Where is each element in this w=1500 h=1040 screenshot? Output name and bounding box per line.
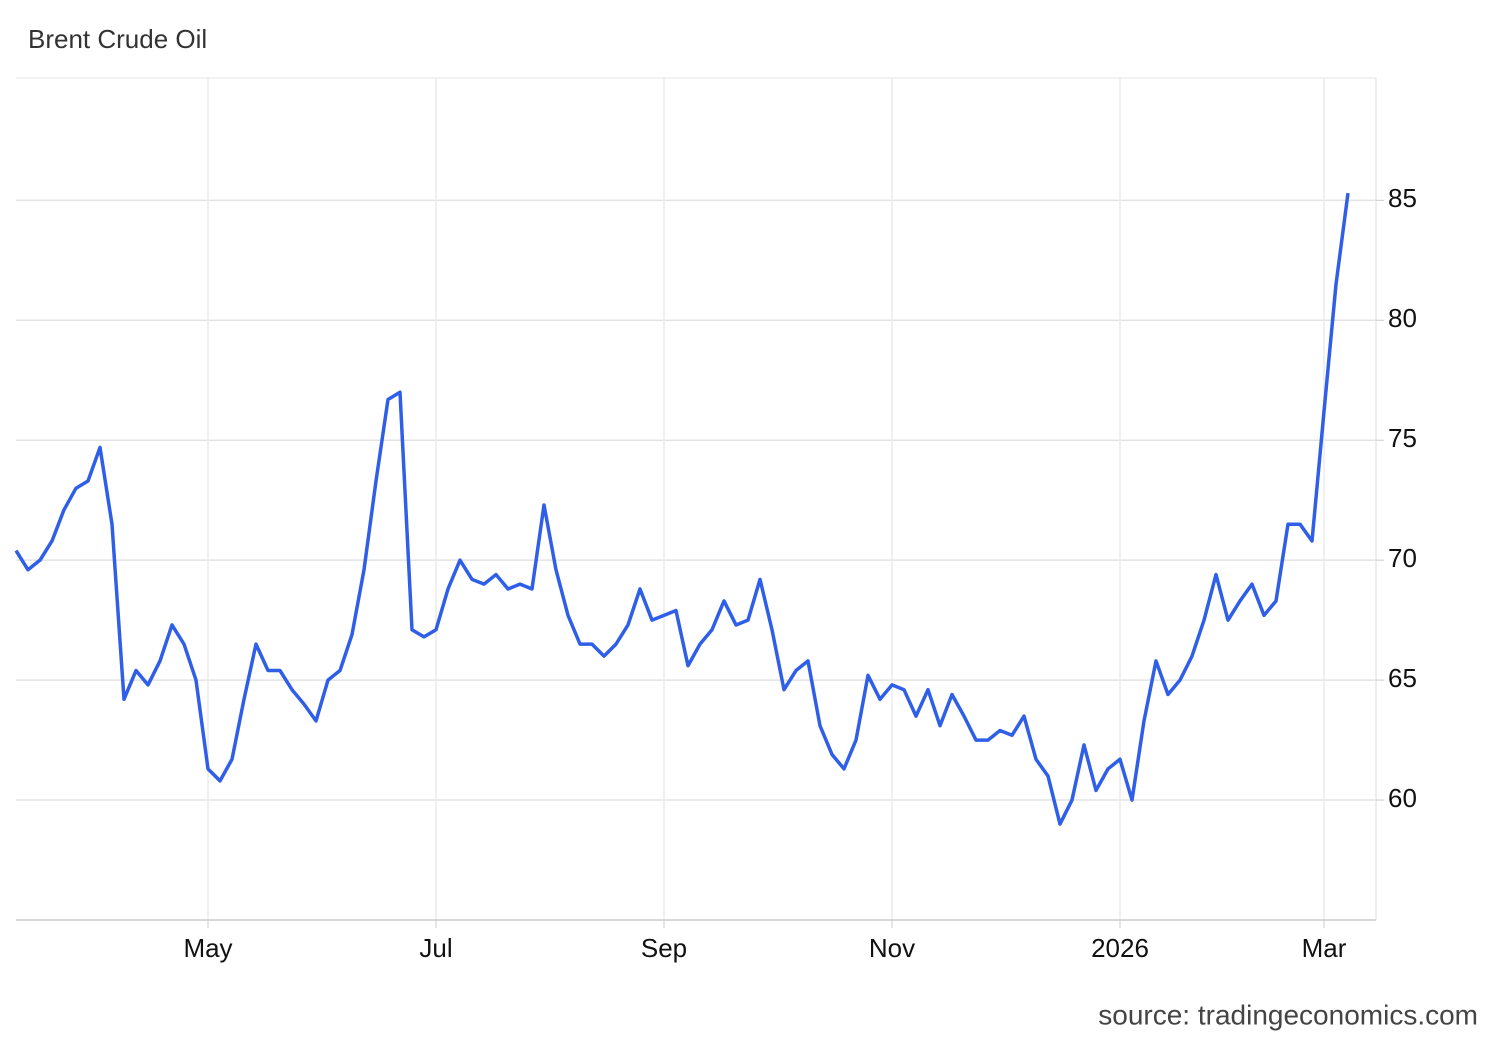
chart-title: Brent Crude Oil	[28, 24, 207, 54]
x-tick-label: Mar	[1302, 933, 1347, 963]
x-tick-label: 2026	[1091, 933, 1149, 963]
y-tick-label: 75	[1388, 423, 1417, 453]
x-tick-label: Nov	[869, 933, 915, 963]
x-tick-label: Jul	[419, 933, 452, 963]
y-tick-label: 80	[1388, 303, 1417, 333]
y-tick-label: 70	[1388, 543, 1417, 573]
x-tick-label: Sep	[641, 933, 687, 963]
source-note: source: tradingeconomics.com	[1098, 999, 1478, 1030]
price-line	[14, 192, 1350, 826]
y-tick-label: 85	[1388, 183, 1417, 213]
y-tick-label: 60	[1388, 783, 1417, 813]
y-tick-label: 65	[1388, 663, 1417, 693]
x-tick-label: May	[183, 933, 232, 963]
